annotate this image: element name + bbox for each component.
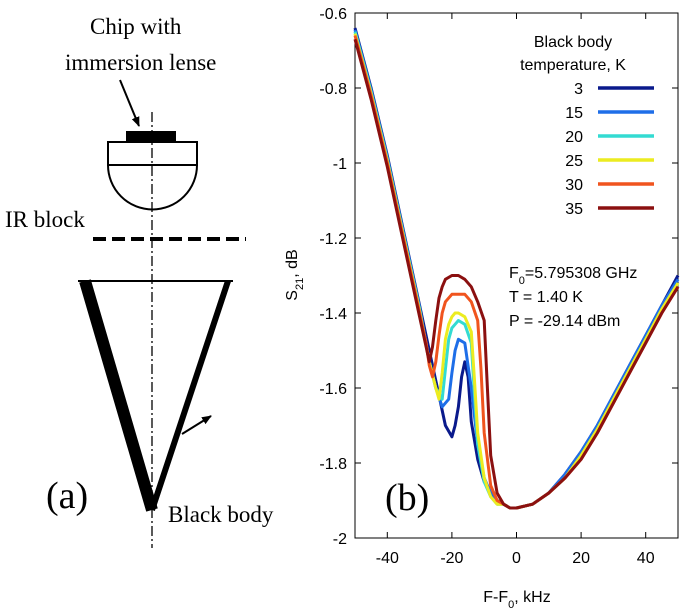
- y-tick-label: -2: [333, 531, 347, 548]
- x-axis-label: F-F0, kHz: [483, 589, 550, 611]
- x-tick-label: 20: [572, 550, 590, 567]
- panel-b-label: (b): [385, 477, 429, 519]
- x-tick-label: 0: [512, 550, 521, 567]
- legend-title-line2: temperature, K: [520, 57, 626, 74]
- legend-label: 3: [574, 81, 583, 98]
- chart-annotation: F0=5.795308 GHz T = 1.40 K P = -29.14 dB…: [509, 265, 637, 330]
- axis-ticks: -40 -20 0 20 40 -2 -1.8 -1.6 -1.4 -1.2 -1 -0.8 -0.6: [319, 6, 678, 567]
- annotation-f0: F0=5.795308 GHz: [509, 265, 637, 287]
- black-body-label: Black body: [168, 502, 274, 527]
- legend-label: 30: [565, 177, 583, 194]
- chip-label-line1: Chip with: [90, 14, 182, 39]
- chart-panel: -40 -20 0 20 40-2-1.8-1.6-1.4-1.2-1-0.8-0.6 …: [284, 6, 680, 611]
- x-tick-label: -20: [440, 550, 463, 567]
- annotation-temperature: T = 1.40 K: [509, 289, 583, 306]
- legend-label: 15: [565, 105, 583, 122]
- legend-label: 20: [565, 129, 583, 146]
- series-line-35K: [353, 38, 680, 510]
- chip-arrow: [119, 79, 140, 127]
- ir-block-label: IR block: [5, 207, 85, 232]
- y-tick-label: -1.4: [319, 306, 347, 323]
- y-tick-label: -1: [333, 156, 347, 173]
- panel-a-label: (a): [46, 475, 88, 517]
- legend-label: 35: [565, 201, 583, 218]
- y-tick-label: -1.2: [319, 231, 347, 248]
- chip-label-line2: immersion lense: [65, 50, 216, 75]
- annotation-power: P = -29.14 dBm: [509, 313, 620, 330]
- y-axis-label: S21, dB: [284, 249, 306, 300]
- black-body-arrow: [181, 415, 212, 435]
- y-tick-label: -0.6: [319, 6, 347, 23]
- series-lines: [353, 27, 680, 510]
- x-tick-label: 40: [637, 550, 655, 567]
- legend: Black body temperature, K 3 15 20 25 30 35: [520, 34, 654, 218]
- chip: [126, 131, 176, 142]
- cone-left-wall: [79, 279, 158, 512]
- y-tick-label: -0.8: [319, 81, 347, 98]
- schematic-panel: Chip with immersion lense IR block Black…: [5, 14, 274, 548]
- x-tick-label: -40: [376, 550, 399, 567]
- cone-right-wall: [149, 280, 231, 511]
- legend-label: 25: [565, 153, 583, 170]
- legend-title-line1: Black body: [534, 34, 612, 51]
- y-tick-label: -1.8: [319, 456, 347, 473]
- y-tick-label: -1.6: [319, 381, 347, 398]
